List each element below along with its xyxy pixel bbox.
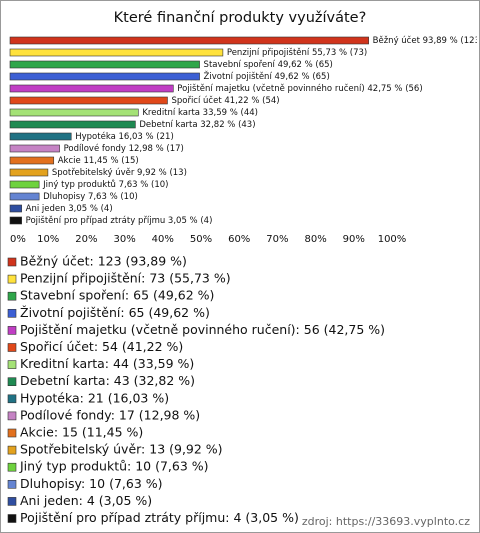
x-tick-label: 10% [37,234,59,245]
legend-swatch [7,343,17,352]
bar-label: Akcie 11,45 % (15) [58,156,139,166]
legend-entry: Spořicí účet: 54 (41,22 %) [20,339,183,354]
x-tick-label: 40% [152,234,174,245]
legend-swatch [7,462,17,472]
bar [9,132,72,141]
bar [9,84,174,93]
legend-entry: Akcie: 15 (11,45 %) [20,425,143,440]
bar-label: Ani jeden 3,05 % (4) [26,204,113,214]
bar [9,96,168,105]
bar-label: Dluhopisy 7,63 % (10) [43,192,138,202]
x-tick-label: 60% [228,234,250,245]
bar-label: Debetní karta 32,82 % (43) [139,120,255,130]
bar [9,156,55,165]
bar [9,108,139,117]
legend-swatch [7,514,17,523]
legend-swatch [7,445,17,455]
legend-swatch [7,394,17,404]
x-tick-label: 20% [75,234,97,245]
bar [9,144,60,153]
bar [9,48,224,57]
bar-label: Stavební spoření 49,62 % (65) [204,60,333,70]
legend-swatch [7,479,17,489]
bar-label: Životní pojištění 49,62 % (65) [204,70,330,82]
bar [9,120,136,129]
bar [9,168,49,177]
x-tick-label: 100% [378,234,407,245]
legend-swatch [7,428,17,438]
legend-entry: Debetní karta: 43 (32,82 %) [20,373,195,388]
legend-entry: Kreditní karta: 44 (33,59 %) [20,356,194,371]
bar-label: Penzijní připojištění 55,73 % (73) [227,47,367,58]
bar [9,36,369,45]
legend-entry: Podílové fondy: 17 (12,98 %) [20,407,200,422]
x-tick-label: 0% [10,234,26,245]
legend-entry: Stavební spoření: 65 (49,62 %) [20,288,214,303]
bar-label: Spořicí účet 41,22 % (54) [171,95,279,106]
legend-entry: Hypotéka: 21 (16,03 %) [20,390,169,405]
bar-label: Pojištění majetku (včetně povinného ruče… [177,83,422,94]
legend-swatch [7,257,17,267]
x-tick-label: 30% [113,234,135,245]
bar [9,192,40,201]
legend-swatch [7,377,17,387]
bar-label: Spotřebitelský úvěr 9,92 % (13) [52,168,187,178]
legend-entry: Běžný účet: 123 (93,89 %) [20,254,187,269]
legend-entry: Pojištění pro případ ztráty příjmu: 4 (3… [20,510,299,525]
bar [9,60,200,69]
source: zdroj: https://33693.vyplnto.cz [302,515,470,528]
legend-entry: Pojištění majetku (včetně povinného ruče… [20,322,385,337]
legend-swatch [7,497,17,506]
bar-label: Pojištění pro případ ztráty příjmu 3,05 … [26,215,213,226]
x-tick-label: 90% [343,234,365,245]
bar [9,72,200,81]
legend-entry: Penzijní připojištění: 73 (55,73 %) [20,271,231,286]
bar [9,204,22,213]
x-tick-label: 80% [304,234,326,245]
x-tick-label: 50% [190,234,212,245]
bar-label: Běžný účet 93,89 % (123) [373,35,480,46]
bar-label: Podílové fondy 12,98 % (17) [64,143,184,154]
legend-entry: Ani jeden: 4 (3,05 %) [20,493,152,508]
legend-entry: Jiný typ produktů: 10 (7,63 %) [19,459,209,474]
bar [9,216,22,225]
plot: Běžný účet 93,89 % (123) Penzijní připoji… [9,35,480,226]
legend-entry: Spotřebitelský úvěr: 13 (9,92 %) [20,442,223,457]
chart-title: Které finanční produkty využíváte? [114,10,367,26]
bar [9,180,40,189]
legend-swatch [7,411,17,421]
legend-swatch [7,274,17,284]
bar-label: Kreditní karta 33,59 % (44) [142,108,258,118]
x-tick-label: 70% [266,234,288,245]
bar-label: Jiný typ produktů 7,63 % (10) [42,179,168,190]
legend-swatch [7,360,17,369]
legend-swatch [7,326,17,335]
legend-swatch [7,308,17,318]
legend-entry: Dluhopisy: 10 (7,63 %) [20,476,163,491]
bar-label: Hypotéka 16,03 % (21) [75,131,174,142]
legend-swatch [7,291,17,301]
legend-entry: Životní pojištění: 65 (49,62 %) [20,305,210,320]
